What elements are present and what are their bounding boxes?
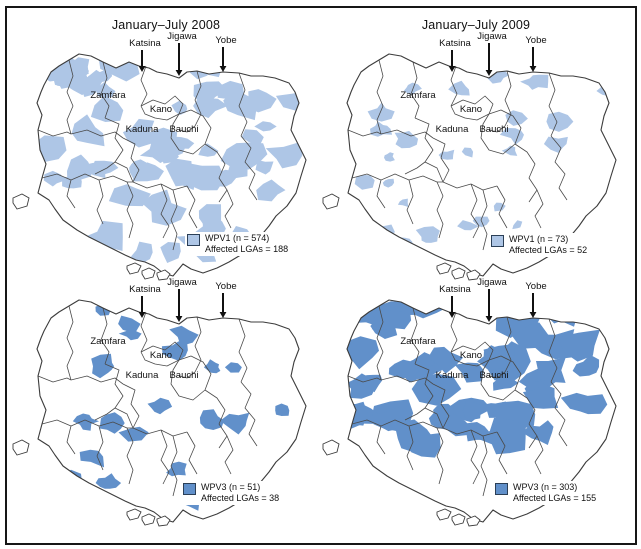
arrowhead-yobe [219,66,227,72]
map-panel-wpv3-2009: Katsina Jigawa Yobe Zamfara Kano Kaduna Bauchi… [321,274,631,544]
arrowhead-jigawa [485,316,493,322]
legend-sublabel: Affected LGAs = 188 [205,244,289,254]
map-panel-wpv1-2009: January–July 2009 Katsina Jigawa Yobe Zamfa… [321,12,631,282]
legend-swatch [187,234,200,246]
map-host-wpv3-2008: Katsina Jigawa Yobe Zamfara Kano Kaduna Bauchi [11,274,321,544]
state-label-zamfara: Zamfara [400,90,436,101]
nigeria-map-svg: Katsina Jigawa Yobe Zamfara Kano Kaduna Bauchi [12,31,307,281]
legend-text: WPV1 (n = 73) Affected LGAs = 52 [509,234,587,256]
state-label-katsina: Katsina [129,284,161,295]
arrowhead-katsina [138,66,146,72]
map-panel-wpv1-2008: January–July 2008 Katsina Jigawa Yobe Zamfa… [11,12,321,282]
arrowhead-katsina [448,312,456,318]
arrowhead-katsina [448,66,456,72]
state-label-zamfara: Zamfara [400,336,436,347]
state-label-kaduna: Kaduna [436,370,469,381]
arrowhead-jigawa [175,70,183,76]
state-label-jigawa: Jigawa [167,31,197,42]
state-label-katsina: Katsina [439,38,471,49]
state-label-yobe: Yobe [525,281,546,292]
legend-label: WPV3 (n = 303) [513,482,578,492]
legend-swatch [495,483,508,495]
panel-title-2008: January–July 2008 [111,18,221,32]
state-label-kano: Kano [150,350,172,361]
state-label-yobe: Yobe [215,35,236,46]
state-label-jigawa: Jigawa [477,31,507,42]
legend-text: WPV3 (n = 51) Affected LGAs = 38 [201,482,279,504]
arrowhead-yobe [529,312,537,318]
state-label-kaduna: Kaduna [126,370,159,381]
nigeria-map-svg: Katsina Jigawa Yobe Zamfara Kano Kaduna Bauchi [322,277,617,527]
state-label-yobe: Yobe [525,35,546,46]
arrowhead-jigawa [485,70,493,76]
legend-sublabel: Affected LGAs = 155 [513,493,597,503]
map-host-wpv3-2009: Katsina Jigawa Yobe Zamfara Kano Kaduna Bauchi [321,274,631,544]
state-label-katsina: Katsina [439,284,471,295]
state-label-kaduna: Kaduna [126,124,159,135]
legend-swatch [491,235,504,247]
legend-sublabel: Affected LGAs = 52 [509,245,588,255]
state-label-bauchi: Bauchi [479,370,508,381]
figure-frame: January–July 2008 Katsina Jigawa Yobe Zamfa… [5,6,637,545]
state-label-kaduna: Kaduna [436,124,469,135]
arrowhead-jigawa [175,316,183,322]
legend-text: WPV3 (n = 303) Affected LGAs = 155 [513,482,596,504]
state-label-zamfara: Zamfara [90,90,126,101]
nigeria-map-svg: Katsina Jigawa Yobe Zamfara Kano Kaduna Bauchi [12,277,307,527]
legend-label: WPV1 (n = 574) [205,233,270,243]
panel-title-2009: January–July 2009 [421,18,531,32]
state-label-jigawa: Jigawa [167,277,197,288]
state-label-yobe: Yobe [215,281,236,292]
map-host-wpv1-2008: Katsina Jigawa Yobe Zamfara Kano Kaduna Bauchi [11,12,321,282]
state-label-bauchi: Bauchi [169,370,198,381]
legend-swatch [183,483,196,495]
state-label-kano: Kano [460,350,482,361]
map-host-wpv1-2009: Katsina Jigawa Yobe Zamfara Kano Kaduna Bauchi [321,12,631,282]
legend-label: WPV3 (n = 51) [201,482,261,492]
map-panel-wpv3-2008: Katsina Jigawa Yobe Zamfara Kano Kaduna Bauchi… [11,274,321,544]
state-label-kano: Kano [460,104,482,115]
state-label-kano: Kano [150,104,172,115]
legend-wpv1-2008: WPV1 (n = 574) Affected LGAs = 188 [185,232,291,256]
legend-wpv1-2009: WPV1 (n = 73) Affected LGAs = 52 [489,233,590,257]
state-label-jigawa: Jigawa [477,277,507,288]
legend-text: WPV1 (n = 574) Affected LGAs = 188 [205,233,288,255]
state-label-bauchi: Bauchi [479,124,508,135]
nigeria-map-svg: Katsina Jigawa Yobe Zamfara Kano Kaduna Bauchi [322,31,617,281]
legend-label: WPV1 (n = 73) [509,234,569,244]
arrowhead-yobe [219,312,227,318]
state-label-katsina: Katsina [129,38,161,49]
legend-sublabel: Affected LGAs = 38 [201,493,280,503]
legend-wpv3-2008: WPV3 (n = 51) Affected LGAs = 38 [181,481,282,505]
state-label-bauchi: Bauchi [169,124,198,135]
state-label-zamfara: Zamfara [90,336,126,347]
arrowhead-yobe [529,66,537,72]
legend-wpv3-2009: WPV3 (n = 303) Affected LGAs = 155 [493,481,599,505]
arrowhead-katsina [138,312,146,318]
